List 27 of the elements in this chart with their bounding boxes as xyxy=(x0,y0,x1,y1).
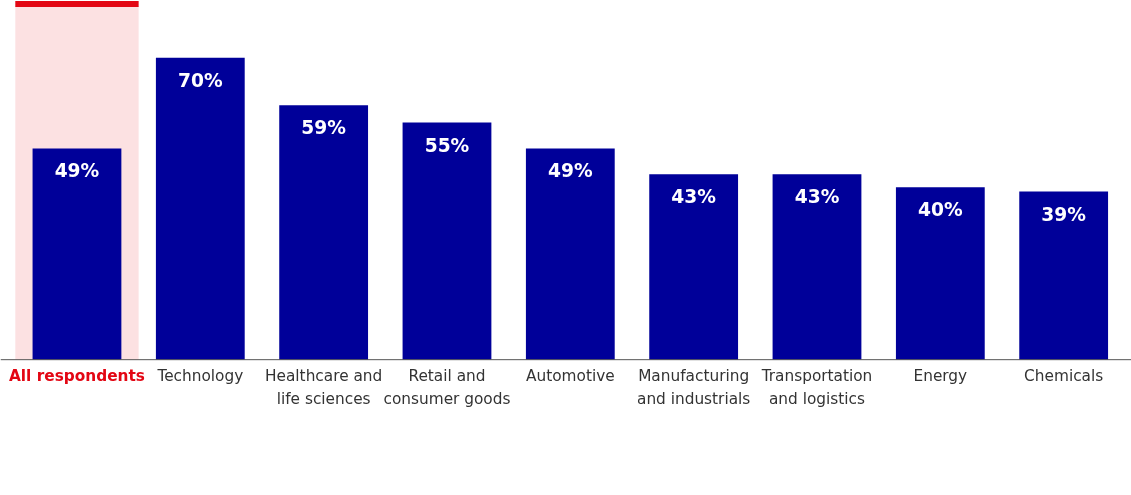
data-label: 70% xyxy=(177,69,223,91)
data-label: 49% xyxy=(547,160,593,182)
data-label: 43% xyxy=(794,186,840,208)
bar xyxy=(1019,191,1109,360)
data-label: 39% xyxy=(1041,203,1087,225)
x-tick-label: Automotive xyxy=(525,367,615,386)
x-tick-label: All respondents xyxy=(9,367,145,386)
x-tick-label: Retail and consumer goods xyxy=(383,367,511,408)
x-tick-label: Chemicals xyxy=(1024,367,1104,386)
bar xyxy=(895,187,985,360)
bar xyxy=(525,148,615,360)
bar xyxy=(772,174,862,360)
data-label: 40% xyxy=(918,199,963,221)
bar xyxy=(279,105,369,360)
x-tick-label: Technology xyxy=(156,367,244,386)
x-tick-label: Energy xyxy=(913,367,968,386)
data-label: 49% xyxy=(54,160,100,182)
x-tick-label: Healthcare and life sciences xyxy=(265,367,383,408)
bar xyxy=(649,174,739,360)
bar xyxy=(402,122,492,360)
data-label: 43% xyxy=(671,186,717,208)
x-tick-label: Manufacturing and industrials xyxy=(636,367,751,408)
bar xyxy=(32,148,122,360)
data-label: 59% xyxy=(301,117,347,139)
data-label: 55% xyxy=(424,134,470,156)
bar xyxy=(155,57,245,360)
x-tick-label: Transportation and logistics xyxy=(760,367,873,408)
